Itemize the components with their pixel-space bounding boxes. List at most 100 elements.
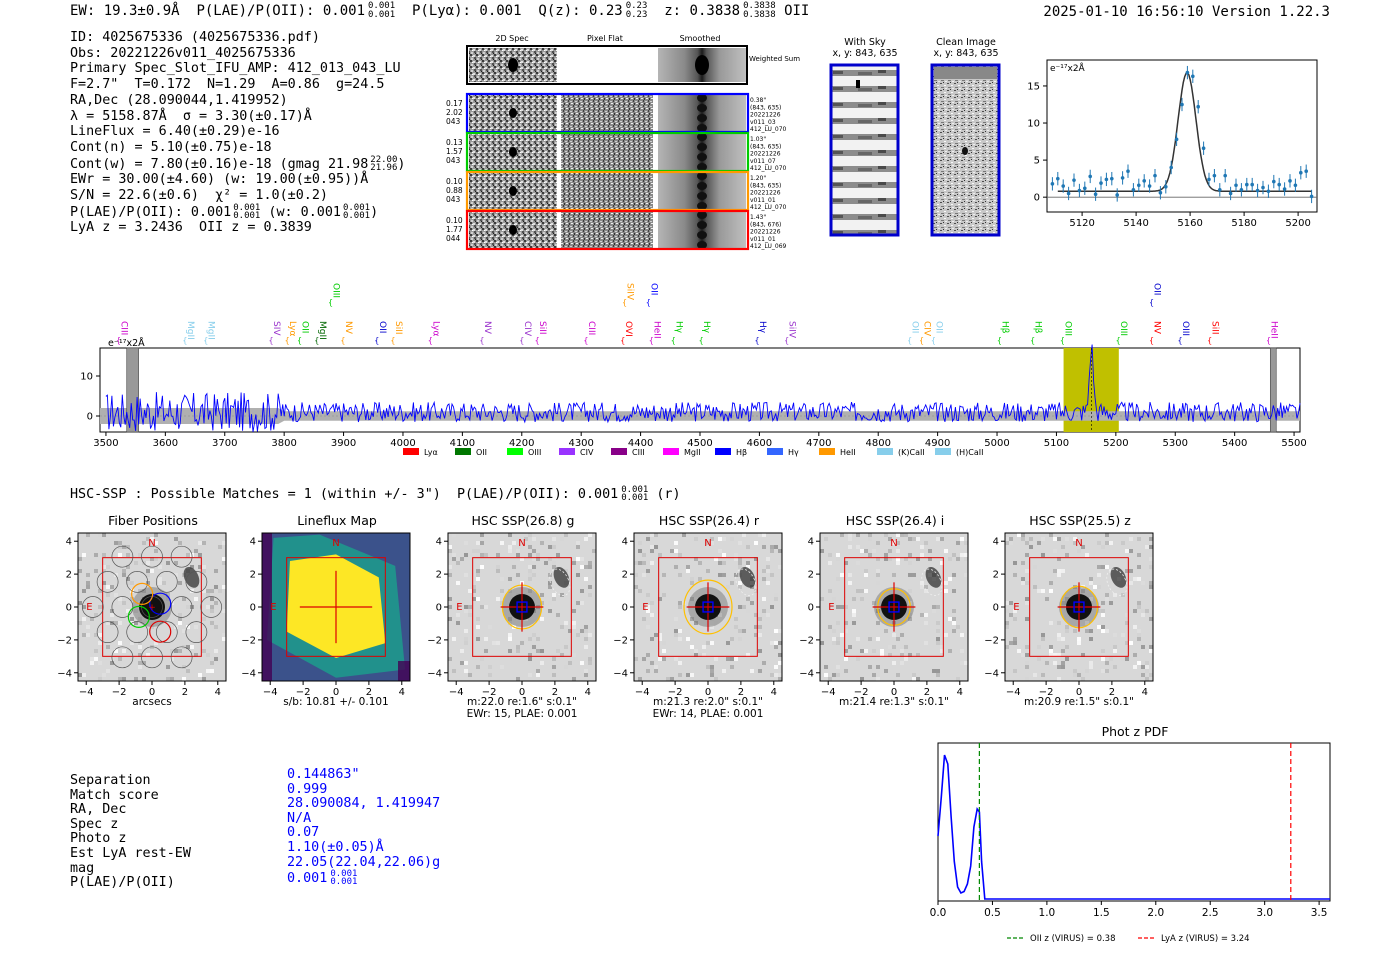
image-pixel xyxy=(580,629,584,633)
image-pixel xyxy=(468,613,472,617)
image-pixel xyxy=(512,565,516,569)
line-label: OIII xyxy=(1180,321,1190,336)
image-pixel xyxy=(638,589,642,593)
img-xtick-label: 0 xyxy=(149,687,155,698)
image-pixel xyxy=(1149,649,1153,653)
image-pixel xyxy=(694,649,698,653)
image-pixel xyxy=(520,557,524,561)
zoom-data-point xyxy=(1266,189,1271,194)
image-pixel xyxy=(1013,641,1017,645)
image-pixel xyxy=(1025,665,1029,669)
spec-xtick-label: 3600 xyxy=(153,438,178,449)
cutout-right-label: (843, 676) xyxy=(750,221,781,228)
image-pixel xyxy=(480,585,484,589)
zoom-data-point xyxy=(1245,182,1249,187)
image-pixel xyxy=(186,605,190,609)
image-pixel xyxy=(142,677,146,681)
image-pixel xyxy=(908,553,912,557)
image-pixel xyxy=(1137,637,1141,641)
image-pixel xyxy=(864,549,868,553)
img-xtick-label: 0 xyxy=(1076,687,1082,698)
info-lineflux: LineFlux = 6.40(±0.29)e-16 xyxy=(70,124,280,140)
image-pixel xyxy=(532,573,536,577)
image-pixel xyxy=(742,533,746,537)
zoom-data-point xyxy=(1164,184,1168,189)
cutout-gap xyxy=(557,134,561,170)
legend-swatch xyxy=(403,448,419,455)
image-pixel xyxy=(138,645,142,649)
image-pixel xyxy=(82,553,86,557)
image-pixel xyxy=(210,605,214,609)
image-pixel xyxy=(1021,653,1025,657)
center-box xyxy=(888,601,900,613)
image-pixel xyxy=(1009,613,1013,617)
image-pixel xyxy=(110,661,114,665)
image-pixel xyxy=(774,665,778,669)
image-pixel xyxy=(1057,677,1061,681)
image-pixel xyxy=(884,557,888,561)
image-pixel xyxy=(500,577,504,581)
panel-caption-line: m:20.9 re:1.5" s:0.1" xyxy=(1024,696,1134,708)
image-pixel xyxy=(206,669,210,673)
image-pixel xyxy=(1145,677,1149,681)
image-pixel xyxy=(924,641,928,645)
image-pixel xyxy=(194,605,198,609)
img-ytick-label: 0 xyxy=(436,603,442,614)
neighbor-source xyxy=(739,567,756,588)
pdf-legend-label: OII z (VIRUS) = 0.38 xyxy=(1030,934,1116,944)
image-pixel xyxy=(460,661,464,665)
image-pixel xyxy=(170,657,174,661)
image-pixel xyxy=(536,673,540,677)
info-contw: Cont(w) = 7.80(±0.16)e-18 (gmag 21.98 xyxy=(70,156,369,172)
spec-xtick-label: 5000 xyxy=(984,438,1009,449)
image-pixel xyxy=(476,541,480,545)
image-pixel xyxy=(904,533,908,537)
image-pixel xyxy=(856,589,860,593)
image-pixel xyxy=(1053,653,1057,657)
match-plae: 0.001 xyxy=(287,871,328,887)
image-pixel xyxy=(844,649,848,653)
image-pixel xyxy=(130,641,134,645)
image-pixel xyxy=(1009,541,1013,545)
image-pixel xyxy=(1053,569,1057,573)
line-label-brace: { xyxy=(646,298,651,307)
image-pixel xyxy=(762,545,766,549)
image-pixel xyxy=(872,549,876,553)
fiber-circle xyxy=(141,646,163,669)
image-pixel xyxy=(876,569,880,573)
image-pixel xyxy=(1077,673,1081,677)
line-label-brace: { xyxy=(1177,336,1182,345)
image-pixel xyxy=(876,677,880,681)
image-pixel xyxy=(654,545,658,549)
image-pixel xyxy=(222,585,226,589)
image-pixel xyxy=(500,589,504,593)
image-pixel xyxy=(130,617,134,621)
header-plae: P(LAE)/P(OII): 0.001 xyxy=(196,3,366,19)
image-pixel xyxy=(940,649,944,653)
image-pixel xyxy=(154,641,158,645)
image-pixel xyxy=(1053,549,1057,553)
image-pixel xyxy=(456,621,460,625)
cutout-right-label: 1.20" xyxy=(750,175,766,182)
img-ytick-label: −4 xyxy=(613,668,628,679)
spec-xtick-label: 4900 xyxy=(925,438,950,449)
image-pixel xyxy=(928,557,932,561)
image-pixel xyxy=(98,641,102,645)
image-pixel xyxy=(638,541,642,545)
zoom-xtick-label: 5120 xyxy=(1069,218,1094,229)
line-label: Hγ xyxy=(701,321,711,334)
cutout-smooth-spot xyxy=(697,211,707,219)
image-pixel xyxy=(828,589,832,593)
zoom-data-point xyxy=(1077,188,1082,193)
image-pixel xyxy=(778,565,782,569)
image-pixel xyxy=(540,601,544,605)
image-pixel xyxy=(1137,537,1141,541)
image-pixel xyxy=(528,637,532,641)
image-pixel xyxy=(1133,577,1137,581)
image-pixel xyxy=(536,553,540,557)
image-pixel xyxy=(1053,537,1057,541)
image-pixel xyxy=(1141,609,1145,613)
image-pixel xyxy=(480,605,484,609)
match-value-plae: 0.001 0.001 0.001 xyxy=(287,870,440,887)
image-pixel xyxy=(754,633,758,637)
